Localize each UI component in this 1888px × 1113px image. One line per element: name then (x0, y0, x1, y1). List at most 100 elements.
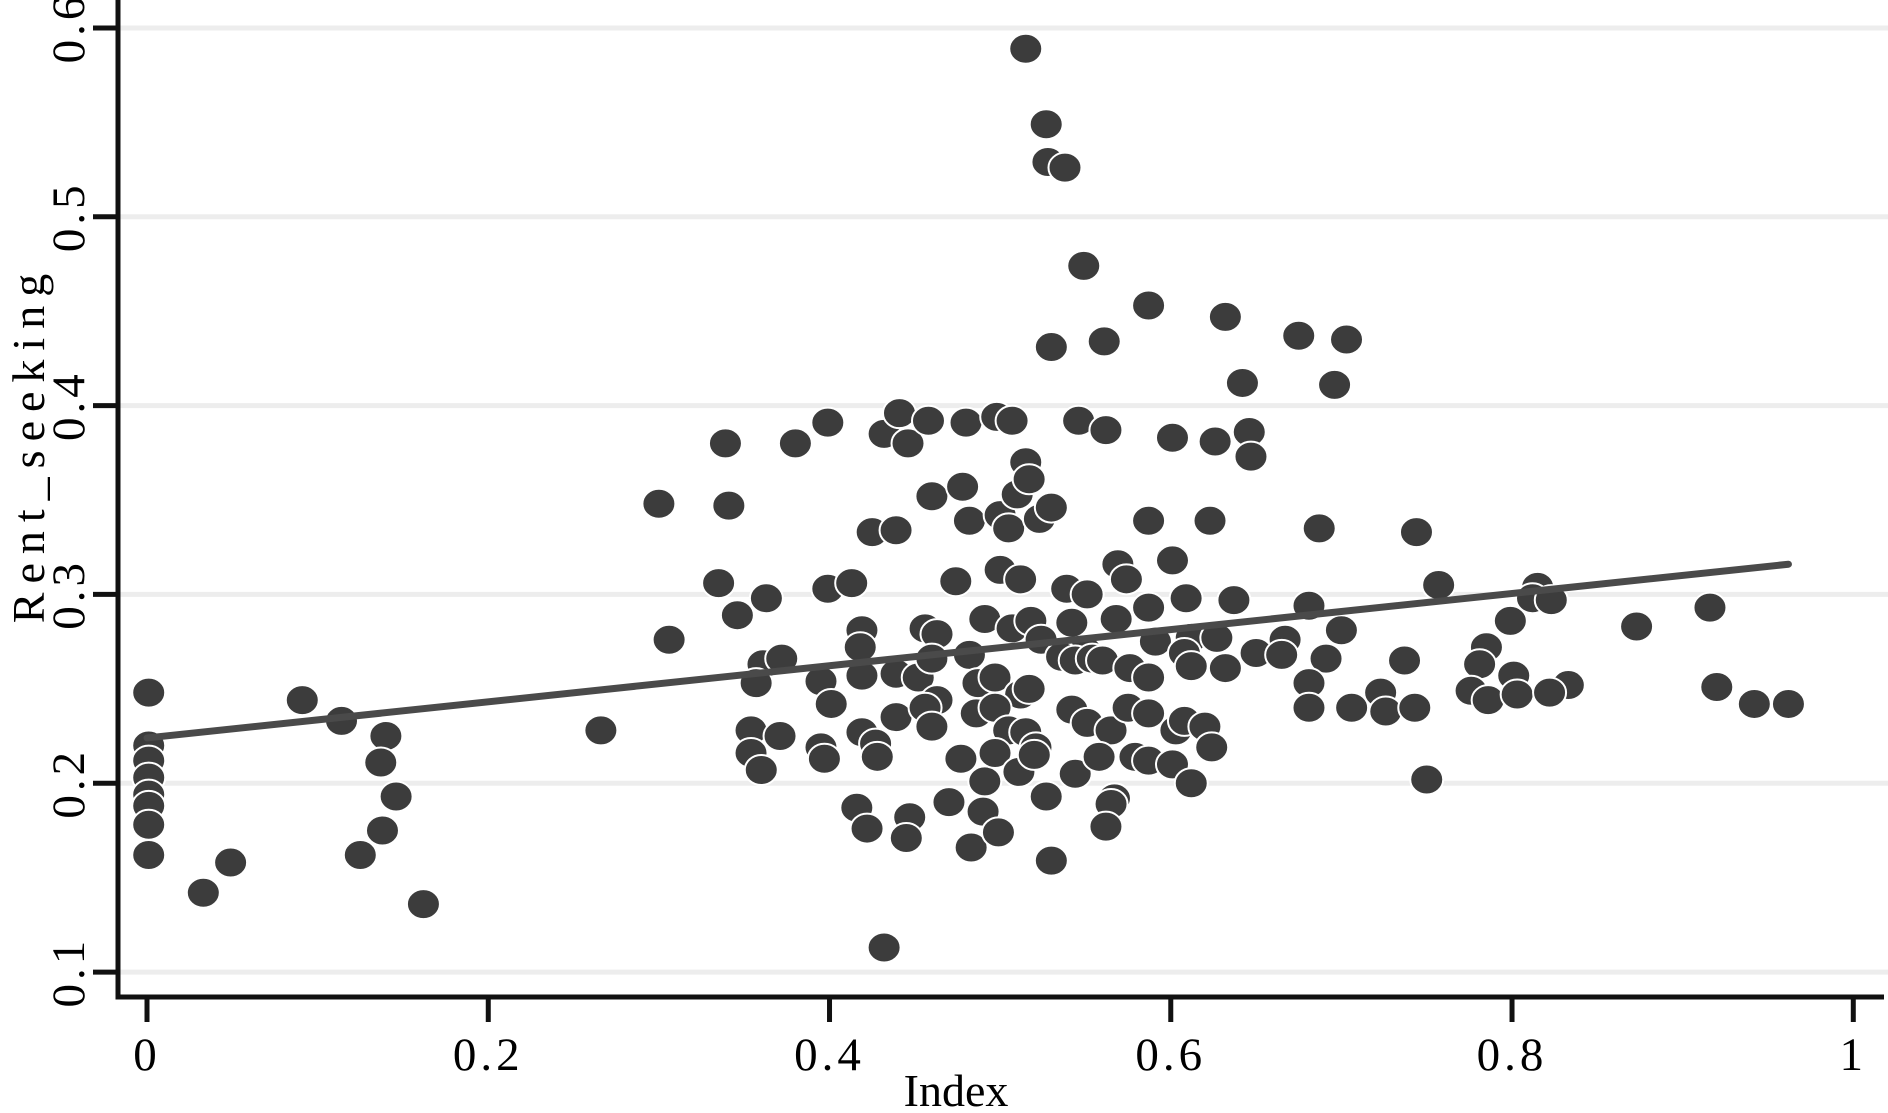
y-tick-label: 0.3 (43, 559, 95, 630)
data-point (378, 780, 414, 813)
y-tick-label: 0.4 (43, 370, 95, 441)
data-point (1003, 563, 1039, 596)
data-point (583, 714, 619, 747)
data-point (1499, 678, 1535, 711)
data-point (948, 406, 984, 439)
data-point (1033, 491, 1069, 524)
data-point (834, 567, 870, 600)
data-point (1323, 614, 1359, 647)
x-axis-title: Index (904, 1065, 1009, 1113)
data-point (1699, 670, 1735, 703)
data-point (1066, 249, 1102, 282)
y-tick-label: 0.2 (43, 748, 95, 819)
data-point (1028, 780, 1064, 813)
data-point (994, 404, 1030, 437)
data-point (878, 514, 914, 547)
data-point (1173, 767, 1209, 800)
x-axis: 0 0.2 0.4 0.6 0.8 1 (115, 994, 1884, 1081)
data-point (914, 480, 950, 513)
data-point (711, 489, 747, 522)
data-point (953, 831, 989, 864)
data-point (977, 737, 1013, 770)
data-point (1409, 763, 1445, 796)
data-point (1291, 691, 1327, 724)
gridlines (118, 25, 1888, 975)
data-point (363, 746, 399, 779)
data-point (910, 404, 946, 437)
data-point (1281, 319, 1317, 352)
data-point (762, 720, 798, 753)
data-point (131, 808, 167, 841)
data-point (1057, 757, 1093, 790)
data-point (1207, 300, 1243, 333)
data-point (1131, 697, 1167, 730)
data-point (719, 599, 755, 632)
data-point (951, 504, 987, 537)
data-point (1197, 425, 1233, 458)
data-point (1028, 108, 1064, 141)
data-point (931, 786, 967, 819)
data-point (890, 427, 926, 460)
data-point (1421, 568, 1457, 601)
data-point (1387, 644, 1423, 677)
data-point (1770, 687, 1806, 720)
data-point (1098, 602, 1134, 635)
data-point (1264, 638, 1300, 671)
data-point (1154, 544, 1190, 577)
data-point (914, 710, 950, 743)
data-point (881, 397, 917, 430)
y-tick-label: 0.5 (43, 181, 95, 252)
data-point (641, 487, 677, 520)
data-point (1692, 591, 1728, 624)
data-point (1492, 604, 1528, 637)
data-point (131, 676, 167, 709)
data-point (743, 754, 779, 787)
data-point (967, 765, 1003, 798)
data-point (777, 427, 813, 460)
data-point (1194, 731, 1230, 764)
data-point (1086, 325, 1122, 358)
x-tick-label: 0.6 (1135, 1029, 1206, 1081)
data-point (1397, 691, 1433, 724)
data-point (748, 582, 784, 615)
data-point (888, 822, 924, 855)
data-point (1069, 578, 1105, 611)
data-point (806, 742, 842, 775)
data-point (213, 846, 249, 879)
data-point (1216, 584, 1252, 617)
data-point (1462, 648, 1498, 681)
x-tick-label: 0 (133, 1029, 161, 1081)
x-tick-label: 0.4 (794, 1029, 865, 1081)
data-point (1131, 661, 1167, 694)
data-point (1334, 691, 1370, 724)
x-tick-label: 0.8 (1477, 1029, 1548, 1081)
data-point (849, 812, 885, 845)
data-point (1016, 738, 1052, 771)
data-point (1054, 606, 1090, 639)
data-point (701, 567, 737, 600)
data-point (1011, 463, 1047, 496)
data-point (1470, 684, 1506, 717)
data-point (866, 931, 902, 964)
y-tick-label: 0.6 (43, 0, 95, 63)
data-point (1173, 650, 1209, 683)
data-point (707, 427, 743, 460)
data-point (284, 684, 320, 717)
data-point (1301, 512, 1337, 545)
data-point (1081, 740, 1117, 773)
data-point (1033, 844, 1069, 877)
data-point (1088, 414, 1124, 447)
data-point (943, 742, 979, 775)
data-point (1033, 331, 1069, 364)
data-point (405, 888, 441, 921)
x-tick-label: 1 (1840, 1029, 1868, 1081)
data-point (813, 687, 849, 720)
fit-line-group (143, 560, 1792, 742)
data-point (859, 740, 895, 773)
data-point (1224, 366, 1260, 399)
data-point (185, 876, 221, 909)
data-point (1619, 610, 1655, 643)
data-point (1736, 687, 1772, 720)
